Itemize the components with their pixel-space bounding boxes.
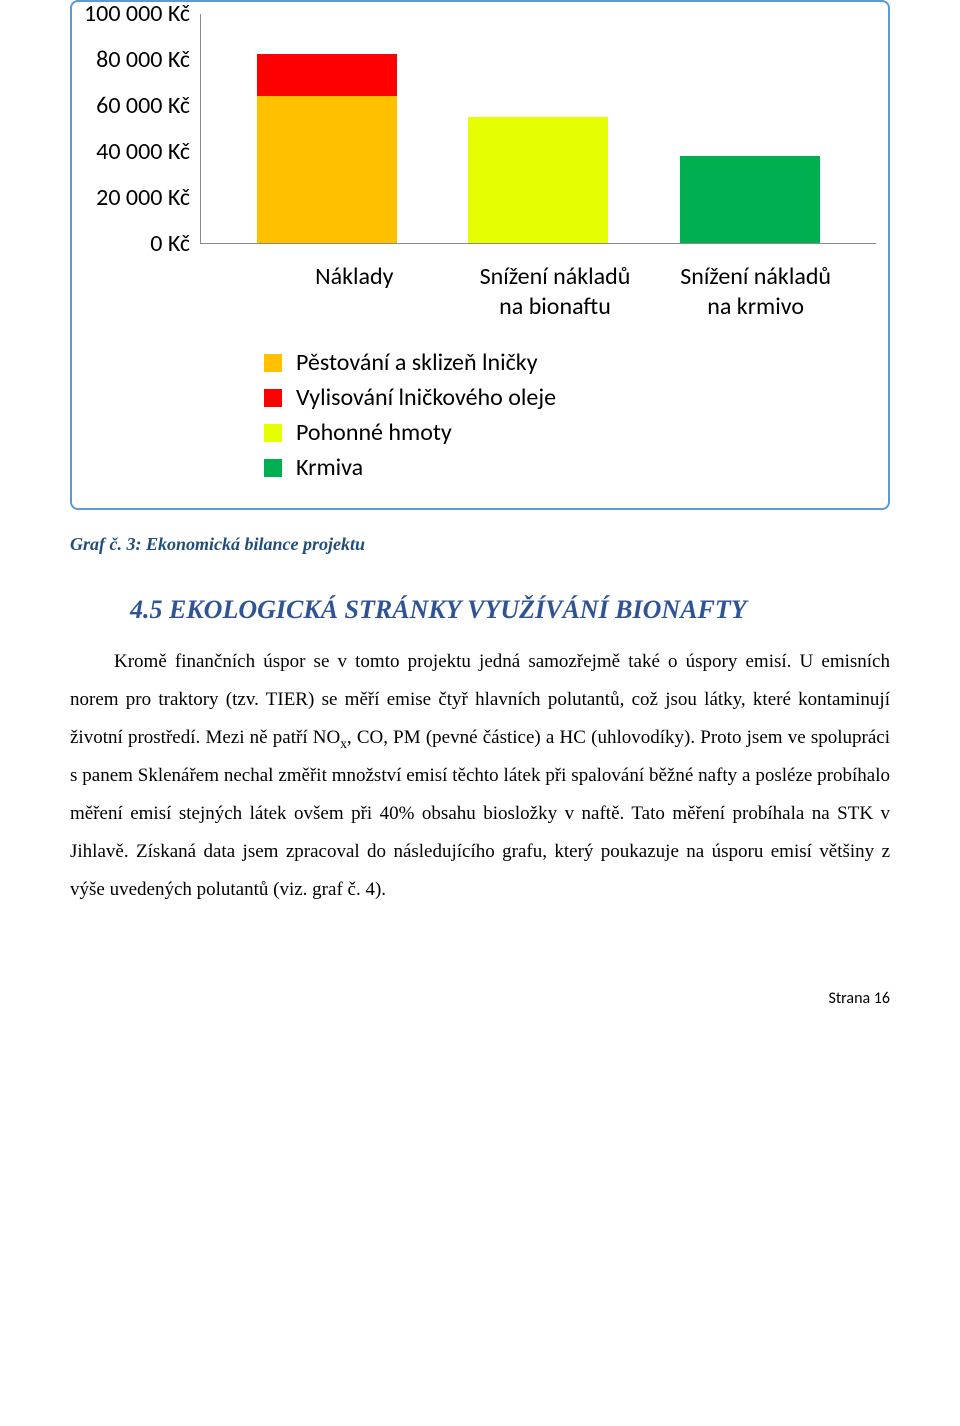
x-axis-label: Náklady bbox=[264, 262, 444, 322]
legend-item: Krmiva bbox=[264, 453, 876, 482]
chart-caption: Graf č. 3: Ekonomická bilance projektu bbox=[70, 534, 890, 555]
bar-group bbox=[680, 14, 820, 243]
bar-segment bbox=[257, 54, 397, 95]
paragraph-part-2: , CO, PM (pevné částice) a HC (uhlovodík… bbox=[70, 727, 890, 900]
page-footer: Strana 16 bbox=[70, 989, 890, 1008]
bar-segment bbox=[468, 117, 608, 244]
body-paragraph: Kromě finančních úspor se v tomto projek… bbox=[70, 643, 890, 909]
x-axis-label: Snížení nákladů na bionaftu bbox=[465, 262, 645, 322]
legend-label: Vylisování lničkového oleje bbox=[296, 383, 556, 412]
legend-item: Pohonné hmoty bbox=[264, 418, 876, 447]
legend-label: Pohonné hmoty bbox=[296, 418, 452, 447]
legend-swatch bbox=[264, 459, 282, 477]
legend-item: Vylisování lničkového oleje bbox=[264, 383, 876, 412]
legend-swatch bbox=[264, 389, 282, 407]
chart-x-labels: Náklady Snížení nákladů na bionaftu Snížen… bbox=[234, 244, 876, 322]
legend-swatch bbox=[264, 424, 282, 442]
chart-plot bbox=[200, 14, 876, 244]
bar-stack bbox=[468, 117, 608, 244]
bar-stack bbox=[257, 54, 397, 243]
bar-segment bbox=[680, 156, 820, 243]
legend-label: Pěstování a sklizeň lničky bbox=[296, 348, 538, 377]
bar-group bbox=[257, 14, 397, 243]
chart-legend: Pěstování a sklizeň lničky Vylisování lni… bbox=[264, 348, 876, 482]
bar-segment bbox=[257, 96, 397, 243]
legend-swatch bbox=[264, 354, 282, 372]
subscript-x: x bbox=[340, 736, 347, 751]
chart-plot-area: 100 000 Kč80 000 Kč60 000 Kč40 000 Kč20 … bbox=[84, 14, 876, 244]
legend-label: Krmiva bbox=[296, 453, 363, 482]
bar-group bbox=[468, 14, 608, 243]
bar-stack bbox=[680, 156, 820, 243]
section-heading: 4.5 EKOLOGICKÁ STRÁNKY VYUŽÍVÁNÍ BIONAFT… bbox=[130, 595, 890, 625]
chart-container: 100 000 Kč80 000 Kč60 000 Kč40 000 Kč20 … bbox=[70, 0, 890, 510]
chart-y-axis: 100 000 Kč80 000 Kč60 000 Kč40 000 Kč20 … bbox=[84, 14, 200, 244]
legend-item: Pěstování a sklizeň lničky bbox=[264, 348, 876, 377]
x-axis-label: Snížení nákladů na krmivo bbox=[666, 262, 846, 322]
